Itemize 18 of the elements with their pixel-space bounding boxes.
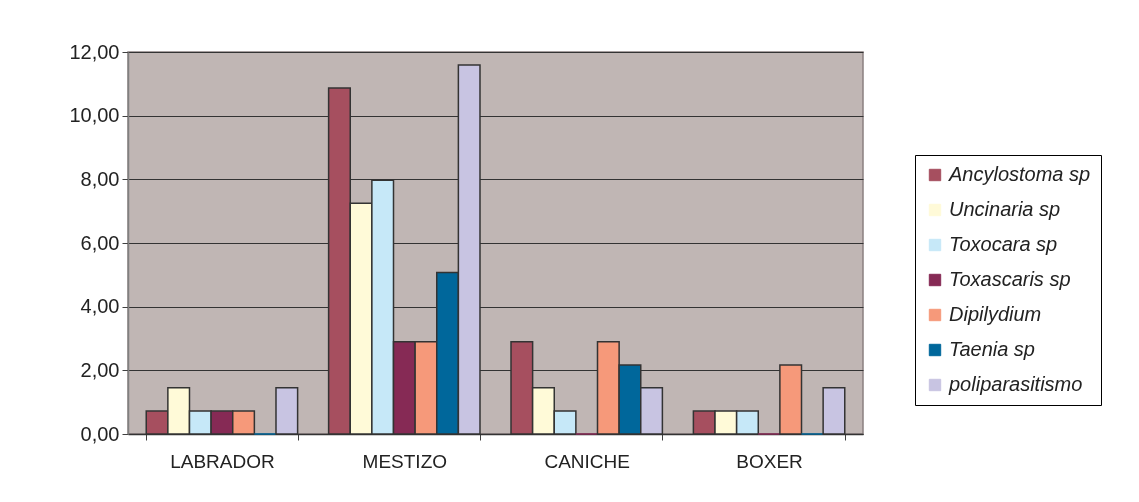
- y-tick-label: 0,00: [80, 422, 120, 445]
- legend-label: Ancylostoma sp: [948, 163, 1091, 185]
- y-tick-label: 4,00: [80, 295, 120, 318]
- y-tick-label: 8,00: [80, 167, 120, 190]
- y-tick-label: 6,00: [80, 231, 120, 254]
- legend-label: Taenia sp: [949, 338, 1035, 360]
- y-tick-label: 10,00: [69, 104, 120, 127]
- x-tick-label: LABRADOR: [170, 450, 275, 472]
- x-tick-label: BOXER: [736, 450, 803, 472]
- y-tick-label: 2,00: [80, 358, 120, 381]
- y-tick-label: 12,00: [69, 40, 120, 63]
- legend-label: Dipilydium: [949, 303, 1042, 325]
- legend-label: poliparasitismo: [948, 373, 1083, 395]
- x-tick-label: MESTIZO: [362, 450, 448, 472]
- legend-label: Uncinaria sp: [949, 198, 1061, 220]
- legend-label: Toxocara sp: [949, 233, 1058, 255]
- x-tick-label: CANICHE: [544, 450, 630, 472]
- legend-label: Toxascaris sp: [949, 268, 1071, 290]
